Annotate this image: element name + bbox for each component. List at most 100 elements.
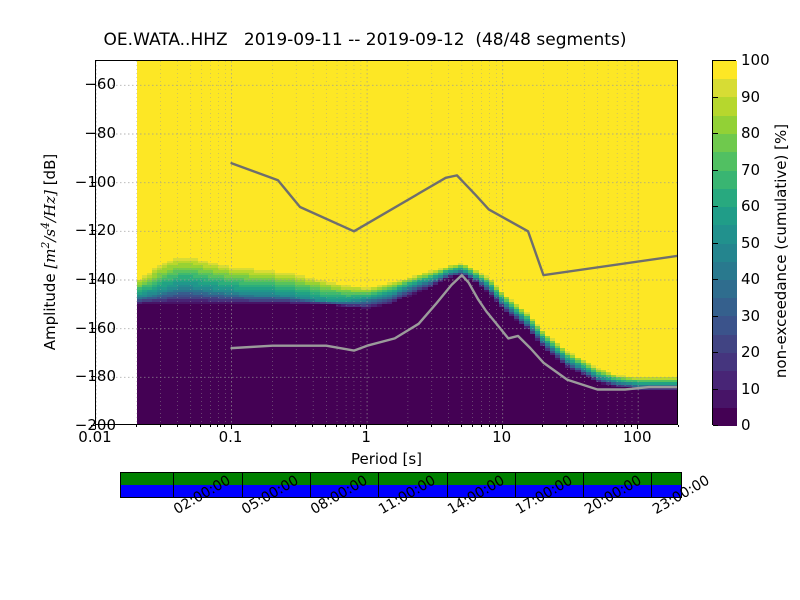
x-axis-minor-tickmark xyxy=(189,425,191,427)
x-axis-minor-tickmark xyxy=(596,425,598,427)
x-axis-minor-tickmark xyxy=(295,425,297,427)
colorbar-gradient xyxy=(713,61,737,426)
colorbar-tick-label: 20 xyxy=(741,343,761,361)
y-axis-tickmark xyxy=(91,327,95,329)
x-axis-minor-tickmark xyxy=(325,425,327,427)
timeline-tickmark xyxy=(378,473,380,497)
y-axis-tickmark xyxy=(91,425,95,426)
x-axis-minor-tickmark xyxy=(616,425,618,427)
colorbar-tick-label: 50 xyxy=(741,233,761,252)
colorbar-tick-label: 70 xyxy=(741,160,761,179)
ppsd-plot-area xyxy=(95,60,678,425)
colorbar-tickmark xyxy=(713,315,718,317)
x-axis-minor-tickmark xyxy=(630,425,632,427)
x-axis-minor-tickmark xyxy=(352,425,354,427)
colorbar-tickmark xyxy=(713,242,718,244)
x-axis-minor-tickmark xyxy=(159,425,161,427)
colorbar-tick-label: 80 xyxy=(741,124,761,142)
timeline-band-top xyxy=(121,473,681,485)
y-axis-label-slash-1: / xyxy=(41,236,59,242)
y-axis-tickmark xyxy=(91,230,95,232)
colorbar-tickmark xyxy=(713,425,718,426)
x-axis-minor-tickmark xyxy=(135,425,137,427)
colorbar-tick-label: 100 xyxy=(741,51,770,69)
x-axis-tick-label: 100 xyxy=(622,428,652,446)
x-axis-minor-tickmark xyxy=(480,425,482,427)
x-axis-minor-tickmark xyxy=(678,425,679,427)
y-axis-label-bracket-close: ] xyxy=(41,190,59,196)
timeline-tickmark xyxy=(446,473,448,497)
colorbar-tickmark xyxy=(713,388,718,390)
x-axis-tick-label: 1 xyxy=(361,428,371,446)
timeline-tickmark xyxy=(241,473,243,497)
x-axis-tick-label: 0.1 xyxy=(218,428,243,446)
colorbar-tick-label: 0 xyxy=(741,416,751,434)
colorbar-tickmark xyxy=(713,206,718,207)
colorbar-tick-label: 40 xyxy=(741,270,761,288)
timeline-tickmark xyxy=(173,473,175,497)
colorbar-tickmark xyxy=(713,60,718,61)
colorbar-label: non-exceedance (cumulative) [%] xyxy=(772,123,790,379)
y-axis-label-m-exp: 2 xyxy=(39,241,52,249)
colorbar-tickmark xyxy=(713,169,718,171)
timeline-band-bottom xyxy=(121,485,681,497)
timeline-tickmark xyxy=(514,473,516,497)
colorbar xyxy=(712,60,737,426)
y-axis-tickmark xyxy=(91,84,95,86)
x-axis-minor-tickmark xyxy=(471,425,473,427)
y-axis-tickmark xyxy=(91,279,95,280)
x-axis-minor-tickmark xyxy=(447,425,449,427)
y-axis-tick-label: −80 xyxy=(84,124,116,142)
x-axis-minor-tickmark xyxy=(430,425,432,427)
data-coverage-timeline xyxy=(120,472,682,498)
y-axis-label: Amplitude [m2/s4/Hz] [dB] xyxy=(39,102,59,402)
colorbar-tickmark xyxy=(713,352,718,353)
x-axis-tickmark xyxy=(501,425,503,429)
y-axis-tick-label: −180 xyxy=(74,367,116,386)
colorbar-tick-label: 60 xyxy=(741,197,761,215)
x-axis-minor-tickmark xyxy=(566,425,568,427)
colorbar-tick-label: 10 xyxy=(741,379,761,398)
y-axis-tick-label: −100 xyxy=(74,172,116,191)
x-axis-minor-tickmark xyxy=(336,425,338,427)
x-axis-minor-tickmark xyxy=(271,425,273,427)
x-axis-minor-tickmark xyxy=(583,425,585,427)
y-axis-label-s-exp: 4 xyxy=(39,221,52,229)
y-axis-label-slash-2: / xyxy=(41,216,59,222)
x-axis-minor-tickmark xyxy=(624,425,626,427)
x-axis-tick-label: 10 xyxy=(492,428,512,446)
colorbar-tick-label: 30 xyxy=(741,306,761,325)
y-axis-label-s: s xyxy=(41,228,59,237)
x-axis-minor-tickmark xyxy=(495,425,497,427)
x-axis-minor-tickmark xyxy=(488,425,490,427)
x-axis-tickmark xyxy=(637,425,639,429)
x-axis-minor-tickmark xyxy=(217,425,219,427)
y-axis-label-bracket-open: [ xyxy=(41,262,59,269)
y-axis-tick-label: −160 xyxy=(74,318,116,337)
colorbar-tickmark xyxy=(713,279,718,280)
y-axis-tick-label: −60 xyxy=(84,75,116,94)
y-axis-label-text: Amplitude xyxy=(41,268,59,351)
x-axis-minor-tickmark xyxy=(209,425,211,427)
x-axis-minor-tickmark xyxy=(542,425,544,427)
y-axis-label-hz: Hz xyxy=(41,195,59,217)
ppsd-heatmap xyxy=(96,61,677,424)
timeline-tickmark xyxy=(309,473,311,497)
y-axis-tick-label: −140 xyxy=(74,270,116,288)
y-axis-tickmark xyxy=(91,133,95,134)
x-axis-minor-tickmark xyxy=(200,425,202,427)
y-axis-label-m: m xyxy=(41,248,59,263)
x-axis-minor-tickmark xyxy=(359,425,361,427)
y-axis-label-unit-db: [dB] xyxy=(41,153,59,191)
x-axis-minor-tickmark xyxy=(345,425,347,427)
x-axis-minor-tickmark xyxy=(406,425,408,427)
noise-model-overlay xyxy=(96,61,677,424)
x-axis-tickmark xyxy=(95,425,96,429)
x-axis-minor-tickmark xyxy=(224,425,226,427)
chart-title: OE.WATA..HHZ 2019-09-11 -- 2019-09-12 (4… xyxy=(103,30,627,50)
x-axis-minor-tickmark xyxy=(312,425,314,427)
x-axis-minor-tickmark xyxy=(176,425,178,427)
x-axis-tickmark xyxy=(366,425,368,429)
colorbar-tick-label: 90 xyxy=(741,87,761,106)
timeline-tickmark xyxy=(583,473,585,497)
